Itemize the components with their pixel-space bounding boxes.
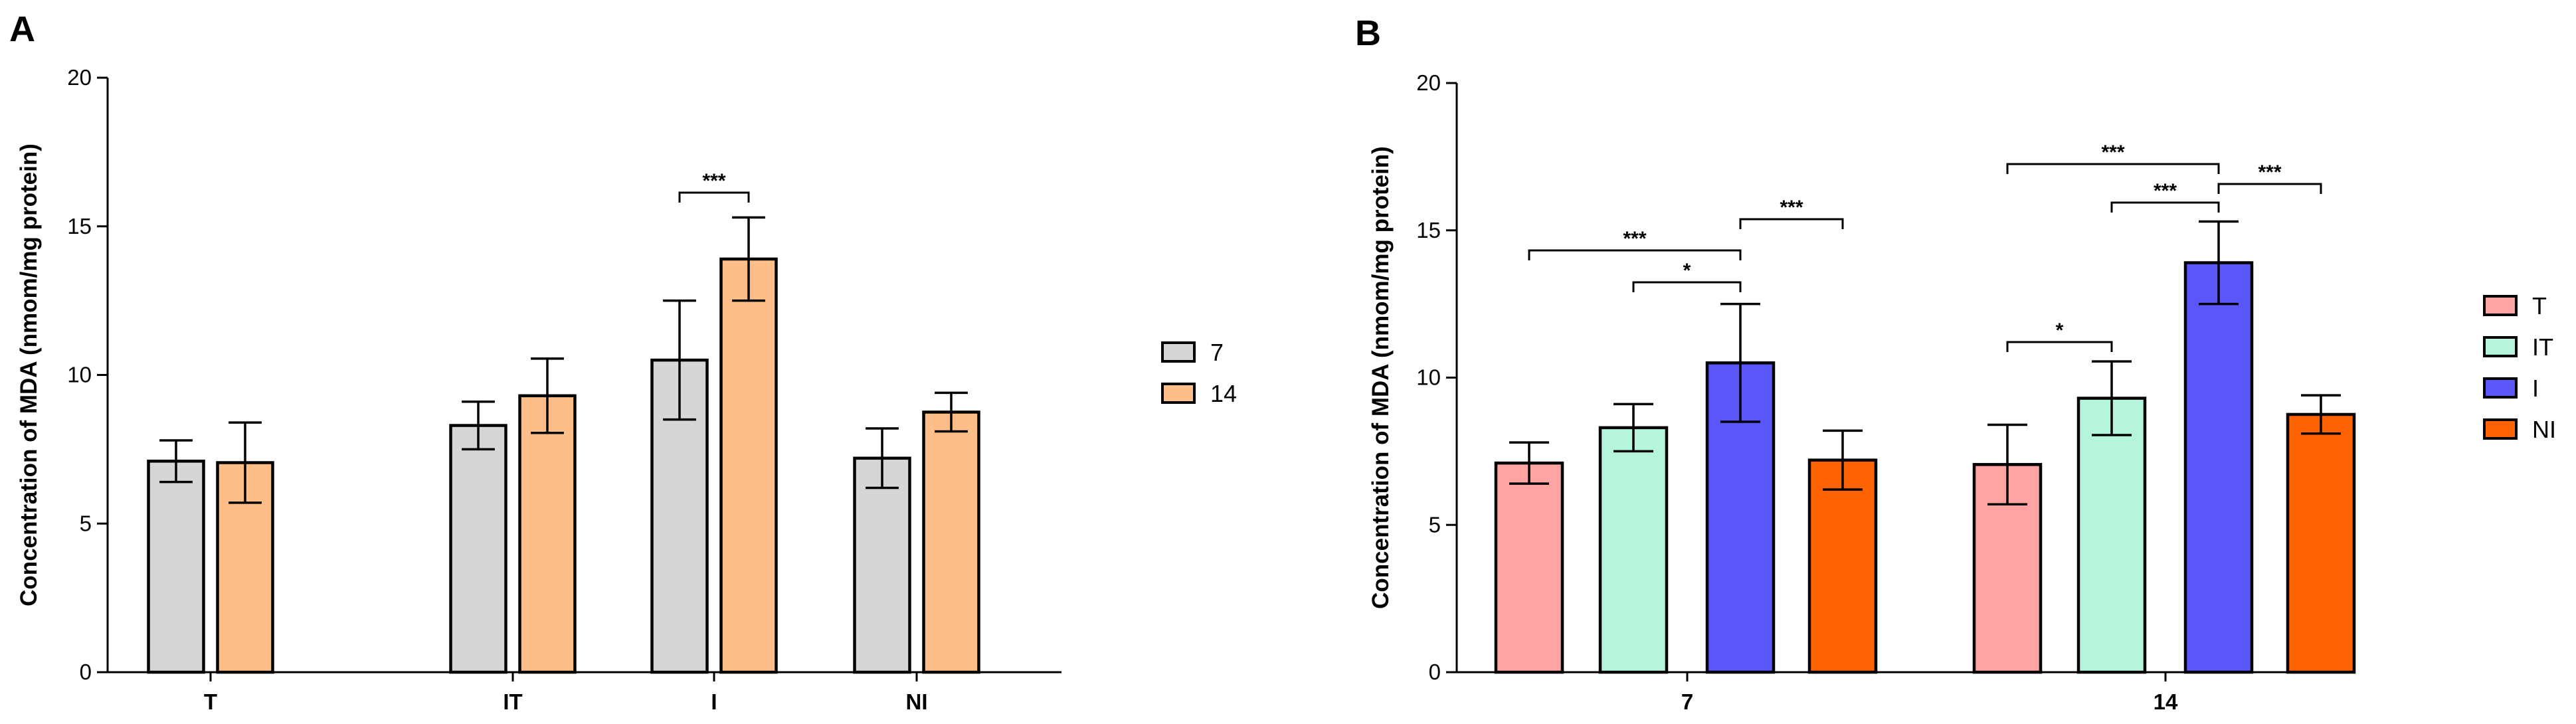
bar-b-t-7 [1494,461,1564,674]
x-tick-label: 14 [2154,689,2178,714]
y-tick-label: 15 [1416,218,1441,242]
significance-bracket [2217,183,2322,194]
panel-b-letter: B [1355,13,1381,53]
x-tick-label: 7 [1681,689,1693,714]
y-axis-label-b: Concentration of MDA (nmom/mg protein) [1368,146,1394,609]
x-tick-label: NI [906,689,928,714]
legend-swatch-b-t [2483,295,2518,316]
bar-b-i-14 [2183,261,2254,674]
y-tick-label: 15 [67,214,92,238]
significance-bracket [2006,163,2220,174]
significance-label: * [1683,260,1691,282]
legend-label: IT [2532,333,2553,361]
bar-b-ni-7 [1807,458,1878,674]
bar-b-it-14 [2076,397,2147,674]
bar-a-14-ni [922,410,980,674]
y-tick-label: 20 [67,65,92,90]
significance-bracket [678,191,750,203]
panel-a-letter: A [9,9,35,49]
significance-bracket [2110,201,2220,213]
legend-swatch-b-it [2483,336,2518,357]
legend-label: NI [2532,416,2556,443]
y-axis-label-a: Concentration of MDA (nmom/mg protein) [16,143,42,606]
y-tick-label: 0 [1429,660,1441,684]
x-tick-label: IT [503,689,522,714]
bar-b-ni-14 [2286,412,2356,674]
bar-a-7-ni [853,456,911,674]
legend-label: 14 [1210,380,1237,407]
bar-a-7-it [449,424,507,674]
y-tick-label: 0 [80,660,92,684]
significance-bracket [1739,218,1844,229]
y-tick-label: 20 [1416,70,1441,95]
significance-bracket [1632,281,1742,292]
significance-bracket [2006,341,2113,352]
y-tick-label: 5 [80,511,92,535]
significance-label: *** [702,170,725,192]
y-tick-label: 10 [1416,365,1441,390]
x-tick-label: T [204,689,217,714]
legend-swatch-b-ni [2483,418,2518,440]
significance-label: *** [2101,141,2124,163]
legend-label: T [2532,292,2547,319]
bar-a-14-i [719,257,778,674]
chart-panel-a: 0 5 10 15 20 Concentration of MDA (nmom/mg pr… [16,65,1237,714]
significance-label: *** [1623,228,1646,250]
bar-a-14-it [518,394,577,674]
y-tick-label: 5 [1429,512,1441,537]
significance-label: *** [2258,161,2281,183]
legend-label: I [2532,375,2539,402]
significance-label: * [2056,319,2064,341]
significance-label: *** [1780,197,1803,219]
legend-swatch-a-7 [1161,341,1196,363]
significance-label: *** [2154,180,2177,202]
bar-b-it-7 [1598,426,1669,674]
x-tick-label: I [711,689,717,714]
significance-bracket [1528,249,1742,260]
legend-swatch-b-i [2483,377,2518,399]
legend-label: 7 [1210,339,1224,366]
bar-a-7-t [147,460,205,674]
chart-panel-b: 0 5 10 15 20 Concentration of MDA (nmom/mg pr… [1368,70,2556,714]
y-tick-label: 10 [67,363,92,387]
legend-swatch-a-14 [1161,383,1196,404]
